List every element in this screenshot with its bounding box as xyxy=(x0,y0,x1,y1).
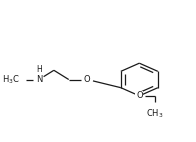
Text: O: O xyxy=(84,75,91,84)
Text: N: N xyxy=(36,75,42,84)
Text: CH$_3$: CH$_3$ xyxy=(146,107,164,120)
Text: H: H xyxy=(36,65,42,74)
Text: O: O xyxy=(136,91,143,100)
Text: H$_3$C: H$_3$C xyxy=(2,73,19,86)
